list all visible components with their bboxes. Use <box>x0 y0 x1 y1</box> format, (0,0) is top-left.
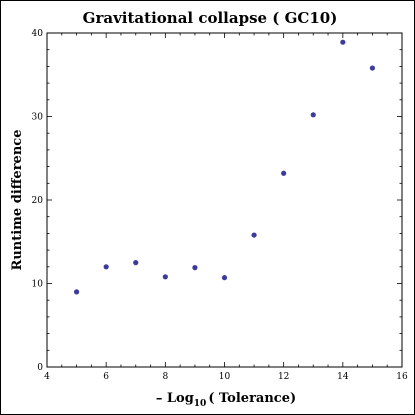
chart-title: Gravitational collapse ( GC10) <box>83 9 338 27</box>
x-axis-ticks: 4 6 8 10 12 14 16 <box>44 33 408 382</box>
plot-border <box>46 32 403 368</box>
x-tick-label: 14 <box>337 372 349 382</box>
y-axis-label: Runtime difference <box>10 130 25 271</box>
plot-area: 4 6 8 10 12 14 16 0 10 20 30 40 <box>32 29 408 382</box>
data-point <box>192 265 198 271</box>
y-tick-label: 30 <box>32 113 44 123</box>
y-tick-label: 0 <box>37 363 43 373</box>
x-axis-label: – Log10( Tolerance) <box>156 391 296 409</box>
x-axis-label-suffix: ( Tolerance) <box>208 391 296 406</box>
data-points <box>73 39 376 295</box>
y-tick-label: 20 <box>32 196 44 206</box>
y-axis-ticks: 0 10 20 30 40 <box>32 29 402 373</box>
data-point <box>73 289 80 295</box>
y-tick-label: 10 <box>32 280 44 290</box>
data-point <box>310 112 316 118</box>
data-point <box>369 65 376 71</box>
x-tick-label: 8 <box>162 372 168 382</box>
x-tick-label: 4 <box>44 372 50 382</box>
y-tick-label: 40 <box>32 29 44 39</box>
x-tick-label: 12 <box>278 372 289 382</box>
x-tick-label: 16 <box>396 372 408 382</box>
x-tick-label: 6 <box>103 372 109 382</box>
data-point <box>103 264 109 270</box>
x-axis-label-prefix: – Log <box>156 391 194 406</box>
data-point <box>133 260 139 266</box>
x-tick-label: 10 <box>219 372 231 382</box>
data-point <box>221 275 228 281</box>
data-point <box>162 274 168 280</box>
x-axis-label-subscript: 10 <box>194 399 207 409</box>
data-point <box>251 232 257 238</box>
data-point <box>340 39 346 45</box>
data-point <box>281 170 287 176</box>
